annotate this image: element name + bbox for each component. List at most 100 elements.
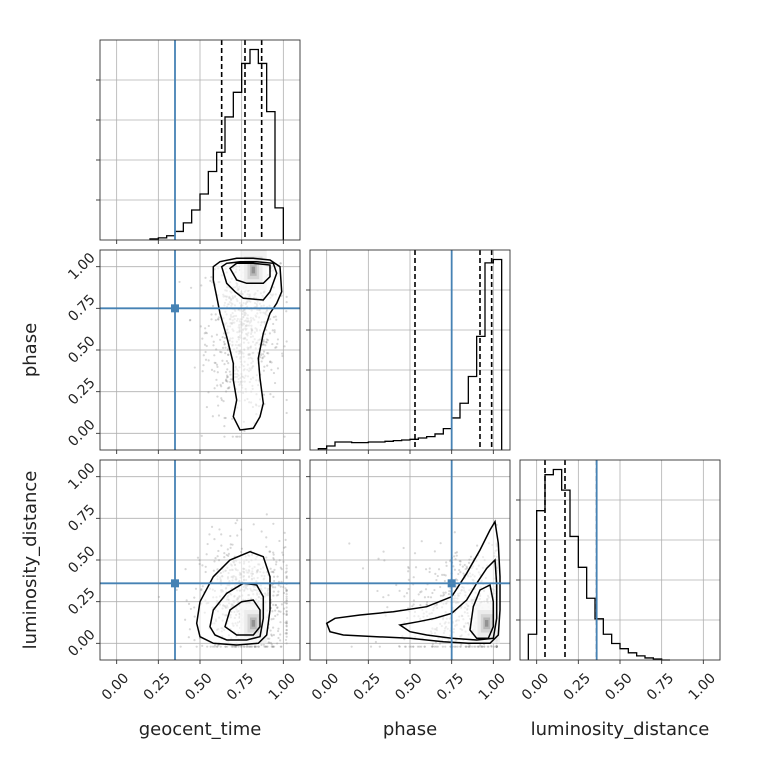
scatter-point [285,642,288,645]
scatter-point [465,566,469,570]
scatter-point [220,385,223,388]
scatter-point [255,645,258,648]
histogram-bin [343,442,351,450]
scatter-point [284,632,287,635]
scatter-point [474,645,477,648]
scatter-point [425,604,428,607]
scatter-point [285,575,288,578]
scatter-point [220,351,223,354]
scatter-point [216,365,219,368]
scatter-point [285,622,288,625]
scatter-point [442,573,446,576]
scatter-point [285,602,288,605]
scatter-point [184,618,187,621]
scatter-point [274,315,277,318]
histogram-bin [637,656,645,660]
scatter-point [495,645,498,648]
joint-content [310,460,510,660]
scatter-point [398,645,401,648]
scatter-point [469,555,473,558]
scatter-point [230,645,233,648]
scatter-point [226,645,229,648]
scatter-point [285,625,288,628]
scatter-point [264,645,267,648]
scatter-point [216,395,219,398]
scatter-point [493,645,496,648]
scatter-point [495,645,498,648]
contour-level-0 [325,519,501,645]
scatter-point [430,645,434,648]
scatter-point [424,588,428,591]
scatter-point [285,609,288,613]
scatter-point [273,381,277,385]
scatter-point [262,343,265,346]
scatter-point [263,645,266,648]
scatter-point [274,346,277,349]
scatter-point [225,376,229,379]
scatter-point [455,554,458,557]
histogram-bin [545,475,553,660]
scatter-point [205,553,208,556]
scatter-point [226,387,229,390]
scatter-point [449,559,452,563]
scatter-point [263,355,266,358]
scatter-point [443,579,446,583]
scatter-point [284,587,287,590]
scatter-point [243,429,246,432]
scatter-point [260,530,263,533]
scatter-point [456,579,459,582]
scatter-point [253,645,256,648]
scatter-point [204,565,207,568]
scatter-point [285,631,288,635]
joint-content [100,250,300,450]
scatter-point [377,557,380,560]
scatter-point [404,645,407,648]
scatter-point [223,343,226,346]
scatter-point [227,362,230,365]
scatter-point [275,346,278,349]
scatter-point [260,360,263,363]
histogram-bin [628,653,636,660]
scatter-point [224,416,227,420]
scatter-point [285,301,288,304]
scatter-point [268,550,271,553]
scatter-point [245,645,248,648]
scatter-point [428,570,431,574]
scatter-point [412,576,415,579]
scatter-point [270,634,274,637]
contour-level-2 [469,583,495,640]
scatter-point [418,645,421,648]
scatter-point [445,564,448,567]
scatter-point [178,280,181,284]
scatter-point [464,567,467,571]
scatter-point [200,587,203,591]
scatter-point [386,606,389,609]
scatter-point [272,645,276,648]
scatter-point [223,342,226,345]
scatter-point [285,628,288,632]
scatter-point [204,350,207,354]
scatter-point [209,645,212,648]
scatter-point [395,583,398,587]
histogram-bin [183,223,191,240]
histogram-bin [612,644,620,660]
scatter-point [210,525,214,528]
scatter-point [427,595,430,599]
scatter-point [284,538,287,541]
scatter-point [204,331,207,334]
scatter-point [260,643,263,646]
scatter-point [204,570,207,574]
scatter-point [280,603,283,606]
scatter-point [281,551,284,554]
scatter-point [270,618,273,621]
scatter-point [203,343,207,346]
scatter-point [473,645,476,648]
scatter-point [210,313,213,316]
scatter-point [268,550,272,553]
scatter-point [213,354,216,357]
scatter-point [214,361,217,365]
scatter-point [225,553,228,557]
scatter-point [223,556,226,559]
